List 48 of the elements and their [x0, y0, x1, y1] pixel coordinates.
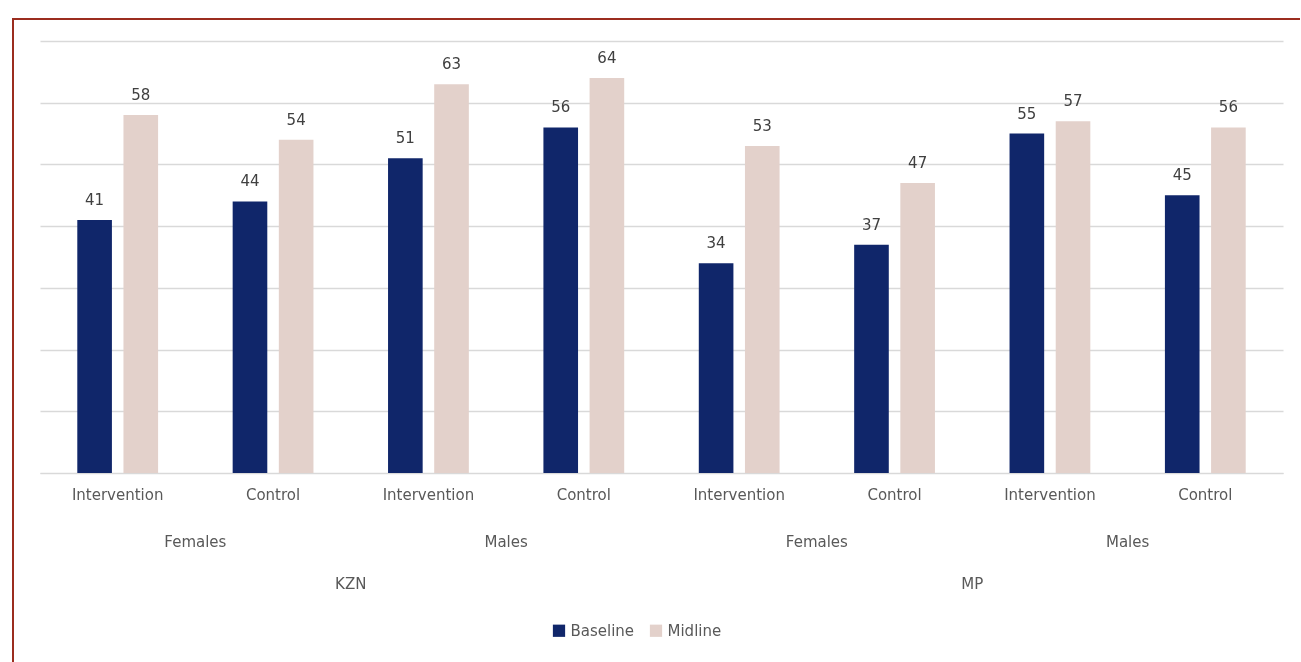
text: Males [1105, 533, 1150, 551]
legend-label: Baseline [570, 621, 635, 640]
data-label: 56 [1218, 98, 1238, 117]
bar [1055, 121, 1091, 473]
bar [388, 158, 423, 473]
data-label: 64 [597, 49, 617, 68]
bar [123, 115, 159, 473]
bar [744, 145, 780, 473]
x-tick-label: Intervention [693, 485, 785, 504]
bar [543, 127, 579, 473]
bar [1211, 127, 1246, 473]
data-label: 53 [752, 116, 772, 135]
data-label: 57 [1063, 92, 1083, 111]
text: Females [785, 533, 849, 551]
bar [854, 244, 889, 473]
text: Females [164, 533, 227, 551]
data-label: 37 [861, 215, 882, 234]
text: KZN [335, 575, 367, 593]
data-label: 54 [286, 110, 306, 129]
data-label: 58 [131, 86, 151, 105]
x-tick-label: Control [1178, 485, 1233, 504]
x-tick-label: Intervention [1004, 485, 1096, 504]
data-label: 63 [441, 55, 462, 74]
x-tick-label: Control [245, 485, 301, 504]
bar [698, 263, 734, 473]
legend-label: Midline [667, 621, 722, 640]
bar [1164, 195, 1200, 473]
bar [278, 139, 314, 473]
bar [434, 84, 469, 473]
data-label: 34 [706, 234, 726, 253]
bar [1009, 133, 1045, 473]
text: Males [484, 533, 528, 551]
bar [900, 182, 935, 473]
x-tick-label: Control [867, 485, 922, 504]
data-label: 56 [551, 98, 571, 117]
text: MP [961, 575, 984, 593]
data-label: 45 [1172, 166, 1192, 185]
x-tick-label: Intervention [71, 485, 164, 504]
bar [77, 219, 112, 473]
data-label: 51 [395, 129, 415, 148]
data-label: 55 [1017, 104, 1037, 123]
bar [232, 201, 268, 473]
x-tick-label: Control [556, 485, 611, 504]
data-label: 44 [240, 172, 260, 191]
data-label: 41 [85, 190, 105, 209]
data-label: 47 [908, 153, 928, 172]
bar [589, 78, 625, 473]
x-tick-label: Intervention [382, 485, 475, 504]
